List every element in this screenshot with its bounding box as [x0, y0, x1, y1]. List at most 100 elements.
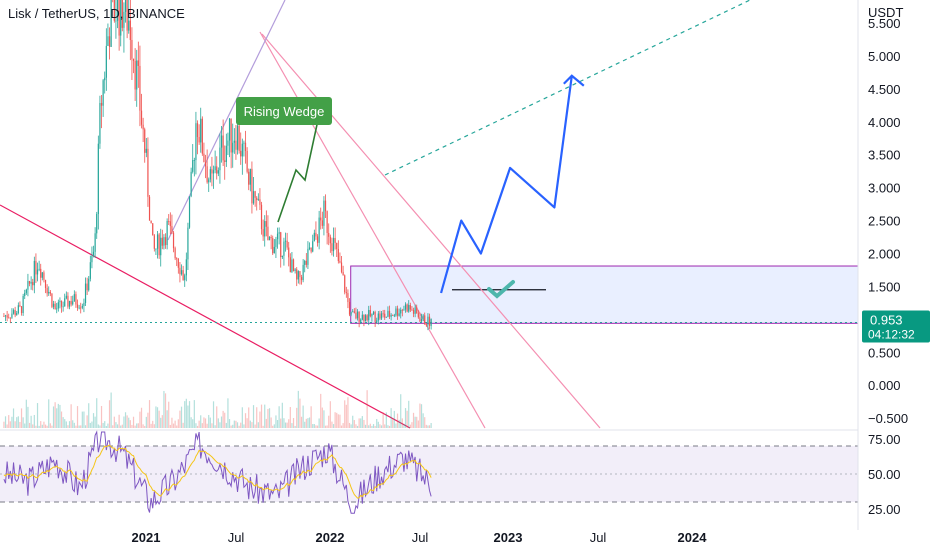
volume-bar — [384, 424, 386, 428]
candle-body — [43, 272, 45, 280]
candle-body — [156, 234, 159, 249]
candle-body — [332, 237, 335, 252]
candle-body — [262, 229, 264, 237]
volume-bar — [107, 423, 109, 428]
volume-bar — [332, 424, 335, 428]
volume-bar — [382, 412, 384, 428]
volume-bar — [219, 422, 221, 428]
candle-body — [419, 317, 421, 322]
candle-body — [401, 309, 403, 311]
candle-body — [313, 232, 315, 242]
candle-body — [158, 234, 160, 256]
candle-body — [272, 238, 274, 254]
candle-body — [84, 283, 87, 303]
candle-body — [102, 80, 104, 106]
volume-bar — [336, 412, 338, 428]
volume-bar — [195, 423, 197, 428]
rsi-ma-line — [3, 444, 432, 499]
candle-body — [318, 217, 320, 243]
candle-body — [80, 307, 82, 309]
candle-body — [65, 295, 67, 299]
volume-bar — [235, 420, 237, 428]
volume-bars — [3, 390, 432, 428]
candle-body — [121, 0, 123, 28]
candle-body — [240, 150, 242, 157]
price-tick-label: 2.000 — [868, 247, 901, 262]
candle-body — [44, 279, 47, 288]
candle-body — [115, 20, 117, 22]
volume-bar — [246, 418, 248, 428]
volume-bar — [259, 411, 261, 428]
volume-bar — [84, 425, 87, 428]
candle-body — [100, 102, 103, 106]
volume-bar — [128, 417, 130, 428]
candle-body — [428, 316, 431, 326]
candle-body — [41, 272, 43, 278]
trendlines[interactable] — [0, 0, 858, 429]
candle-body — [32, 282, 34, 286]
volume-bar — [145, 416, 147, 428]
volume-bar — [152, 420, 154, 428]
volume-bar — [281, 402, 283, 428]
volume-bar — [60, 411, 63, 428]
support-box[interactable] — [350, 265, 859, 324]
volume-bar — [403, 423, 405, 428]
volume-bar — [83, 411, 85, 428]
volume-bar — [25, 399, 27, 428]
candle-body — [308, 247, 311, 249]
candle-body — [382, 313, 384, 315]
candle-body — [8, 317, 10, 319]
volume-bar — [424, 417, 426, 428]
annotations[interactable]: Rising Wedge — [236, 97, 515, 299]
projection-path[interactable] — [440, 74, 585, 294]
volume-bar — [265, 418, 267, 428]
candle-body — [147, 148, 149, 197]
volume-bar — [368, 425, 370, 428]
volume-bar — [344, 400, 346, 428]
candle-body — [422, 315, 424, 320]
candle-body — [366, 315, 368, 321]
candle-body — [334, 237, 336, 243]
volume-bar — [358, 418, 360, 428]
candle-body — [388, 310, 391, 317]
volume-bar — [417, 420, 419, 428]
volume-bar — [91, 421, 93, 428]
volume-bar — [326, 425, 328, 428]
candle-body — [227, 140, 229, 146]
candle-body — [220, 135, 223, 148]
volume-bar — [139, 411, 141, 428]
candle-body — [46, 287, 48, 294]
candle-body — [395, 308, 397, 316]
volume-bar — [33, 414, 35, 428]
volume-bar — [70, 404, 72, 428]
candle-body — [116, 0, 119, 21]
volume-bar — [124, 412, 127, 428]
candle-body — [33, 260, 35, 286]
candle-body — [361, 314, 363, 320]
candle-body — [20, 306, 23, 314]
badge-price: 0.953 — [870, 312, 903, 327]
candle-body — [331, 243, 333, 252]
time-axis[interactable]: 2021 Jul 2022 Jul 2023 Jul 2024 — [132, 530, 708, 545]
volume-bar — [56, 408, 58, 428]
candle-body — [219, 147, 221, 171]
volume-bar — [300, 416, 303, 428]
volume-bar — [236, 422, 239, 428]
candle-body — [72, 301, 74, 305]
volume-bar — [123, 416, 125, 428]
wedge-label-box — [236, 97, 332, 125]
candle-body — [380, 313, 383, 319]
candle-body — [131, 39, 133, 59]
candle-body — [144, 129, 146, 153]
volume-bar — [348, 422, 351, 428]
volume-bar — [369, 423, 371, 428]
volume-bar — [243, 424, 245, 428]
volume-bar — [129, 420, 131, 428]
candle-body — [363, 314, 365, 322]
candle-body — [177, 258, 179, 268]
candle-body — [153, 235, 155, 249]
candle-body — [300, 277, 303, 281]
